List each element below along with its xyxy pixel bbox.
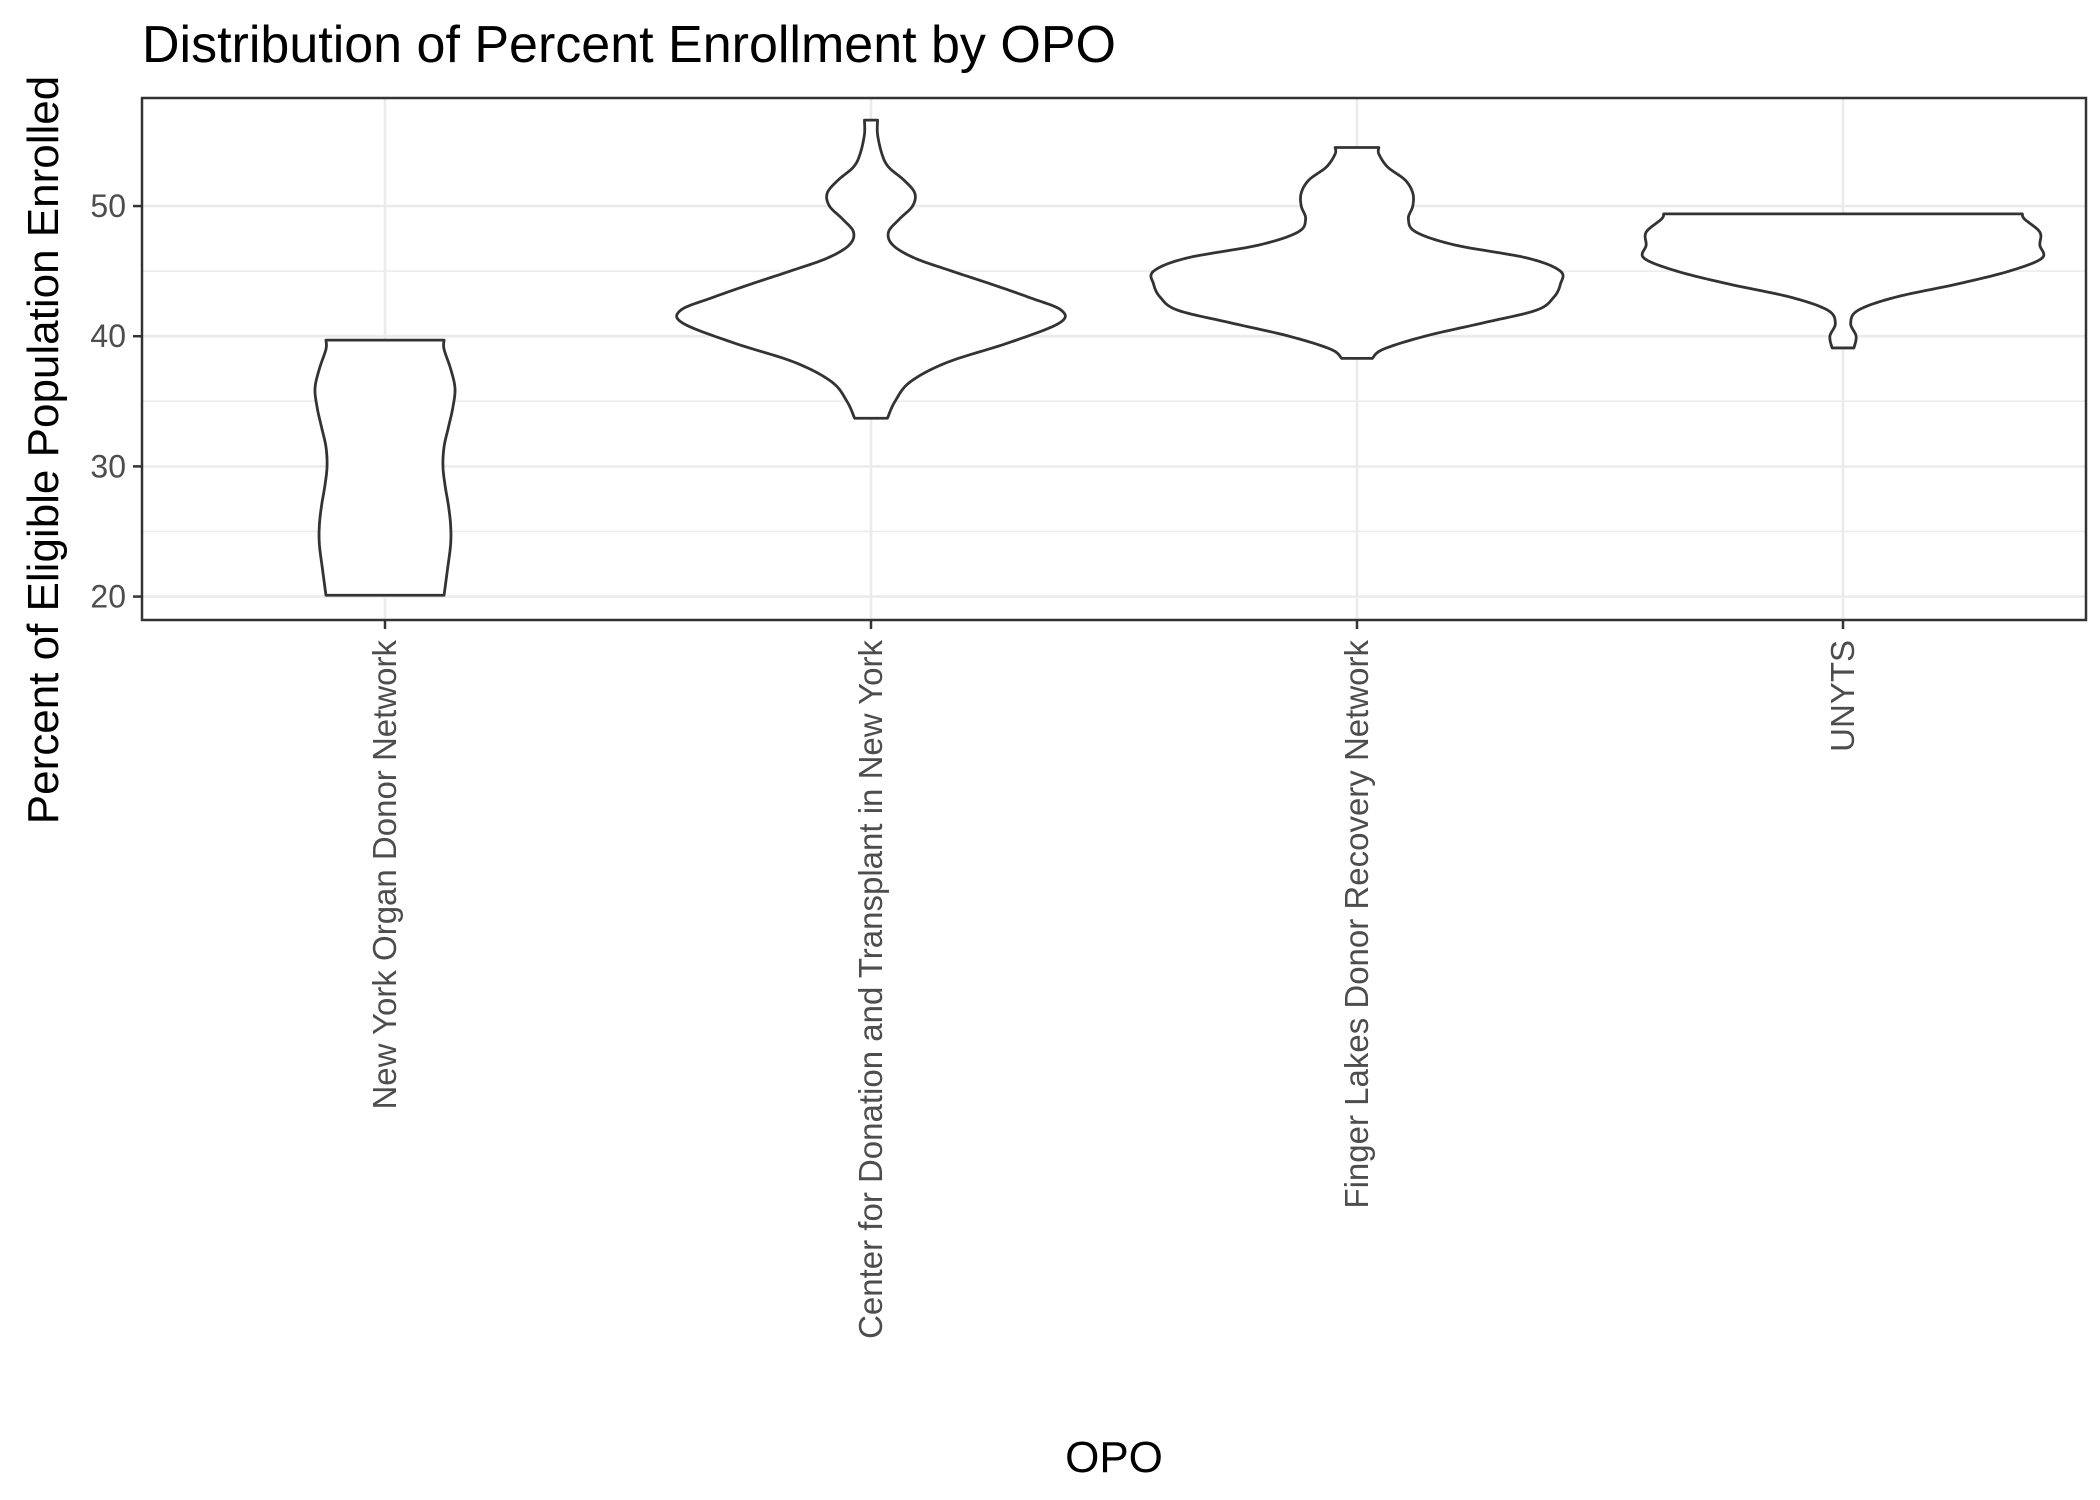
y-tick-label: 40 <box>90 318 126 354</box>
y-tick-label: 50 <box>90 188 126 224</box>
y-axis-title: Percent of Eligible Population Enrolled <box>19 76 68 824</box>
x-category-label: New York Organ Donor Network <box>366 640 403 1110</box>
violin-3 <box>1149 146 1565 360</box>
x-axis-title: OPO <box>1065 1433 1163 1482</box>
violin-2 <box>675 118 1067 420</box>
panel-border <box>140 96 2088 622</box>
x-category-label: Center for Donation and Transplant in Ne… <box>852 640 889 1339</box>
plot-panel <box>142 98 2086 620</box>
x-category-label: UNYTS <box>1824 640 1861 752</box>
x-category-label: Finger Lakes Donor Recovery Network <box>1338 640 1375 1209</box>
violin-1 <box>313 338 457 597</box>
y-tick-label: 30 <box>90 448 126 484</box>
chart-title: Distribution of Percent Enrollment by OP… <box>142 16 1116 74</box>
x-axis: New York Organ Donor Network Center for D… <box>366 620 1861 1339</box>
y-tick-label: 20 <box>90 579 126 615</box>
violin-4 <box>1640 212 2046 350</box>
y-axis: 20 30 40 50 <box>90 188 142 615</box>
violins <box>313 118 2046 597</box>
